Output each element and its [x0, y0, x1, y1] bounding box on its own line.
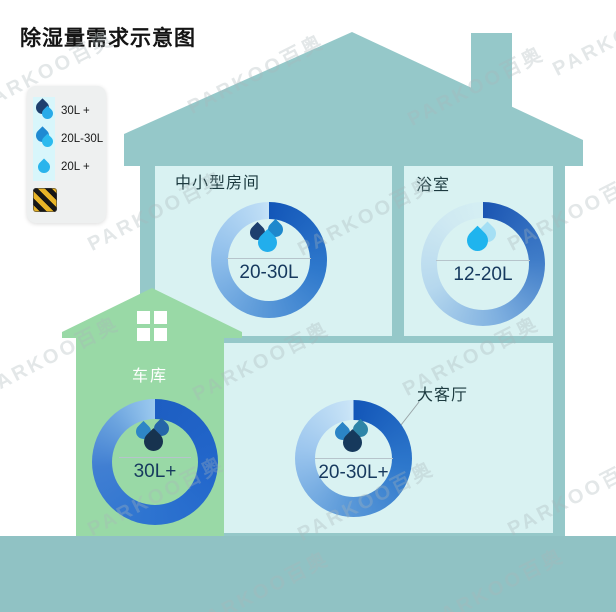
- gauge-value: 20-30L+: [318, 462, 389, 483]
- gauge-medium-room-center: 20-30L: [227, 218, 311, 301]
- watermark: PARKOO百奥: [549, 0, 616, 81]
- divider-line: [227, 258, 311, 259]
- water-drops-icon: [331, 418, 374, 456]
- water-drop-icon: [35, 158, 53, 176]
- label-garage: 车库: [131, 368, 168, 385]
- gauge-living-room-center: 20-30L+: [314, 418, 393, 497]
- window-pane: [154, 328, 167, 341]
- legend-panel: 30L + 20L-30L 20L +: [27, 86, 106, 223]
- living-room-pointer-line: [400, 401, 420, 426]
- divider-line: [119, 457, 191, 458]
- gauge-garage-center: 30L+: [112, 417, 198, 505]
- legend-item-30l: 30L +: [33, 96, 103, 126]
- water-drops-icon: [132, 417, 175, 455]
- window-pane: [154, 311, 167, 324]
- gauge-bathroom-center: 12-20L: [436, 218, 530, 310]
- divider-line: [314, 458, 393, 459]
- house-roof: [124, 32, 583, 166]
- gauge-medium-room: 20-30L: [211, 202, 327, 318]
- gauge-bathroom: 12-20L: [421, 202, 545, 326]
- hazard-stripes-icon: [33, 188, 57, 212]
- label-living-room: 大客厅: [417, 387, 469, 404]
- gauge-garage: 30L+: [92, 399, 218, 525]
- two-drops-navy-cyan-icon: [33, 96, 56, 126]
- legend-label: 20L-30L: [61, 133, 104, 145]
- label-bathroom: 浴室: [416, 177, 451, 194]
- legend-label: 20L +: [61, 161, 90, 173]
- single-drop-cyan-icon: [33, 153, 55, 181]
- legend-item-20-30l: 20L-30L: [33, 124, 104, 154]
- house-chimney: [471, 33, 512, 118]
- divider-line: [436, 260, 530, 261]
- label-medium-room: 中小型房间: [175, 175, 261, 192]
- gauge-living-room: 20-30L+: [295, 400, 412, 517]
- page-title: 除湿量需求示意图: [20, 27, 196, 50]
- window-pane: [137, 311, 150, 324]
- gauge-value: 30L+: [133, 461, 177, 482]
- gauge-value: 20-30L: [239, 262, 299, 283]
- window-pane: [137, 328, 150, 341]
- garage-window: [137, 311, 167, 341]
- legend-label: 30L +: [61, 105, 90, 117]
- two-drops-blue-cyan-icon: [33, 124, 56, 154]
- gauge-value: 12-20L: [453, 264, 513, 285]
- ground-band: [0, 536, 616, 612]
- water-drops-icon: [246, 218, 289, 256]
- water-drops-icon: [462, 221, 503, 258]
- legend-item-20l: 20L +: [33, 153, 103, 181]
